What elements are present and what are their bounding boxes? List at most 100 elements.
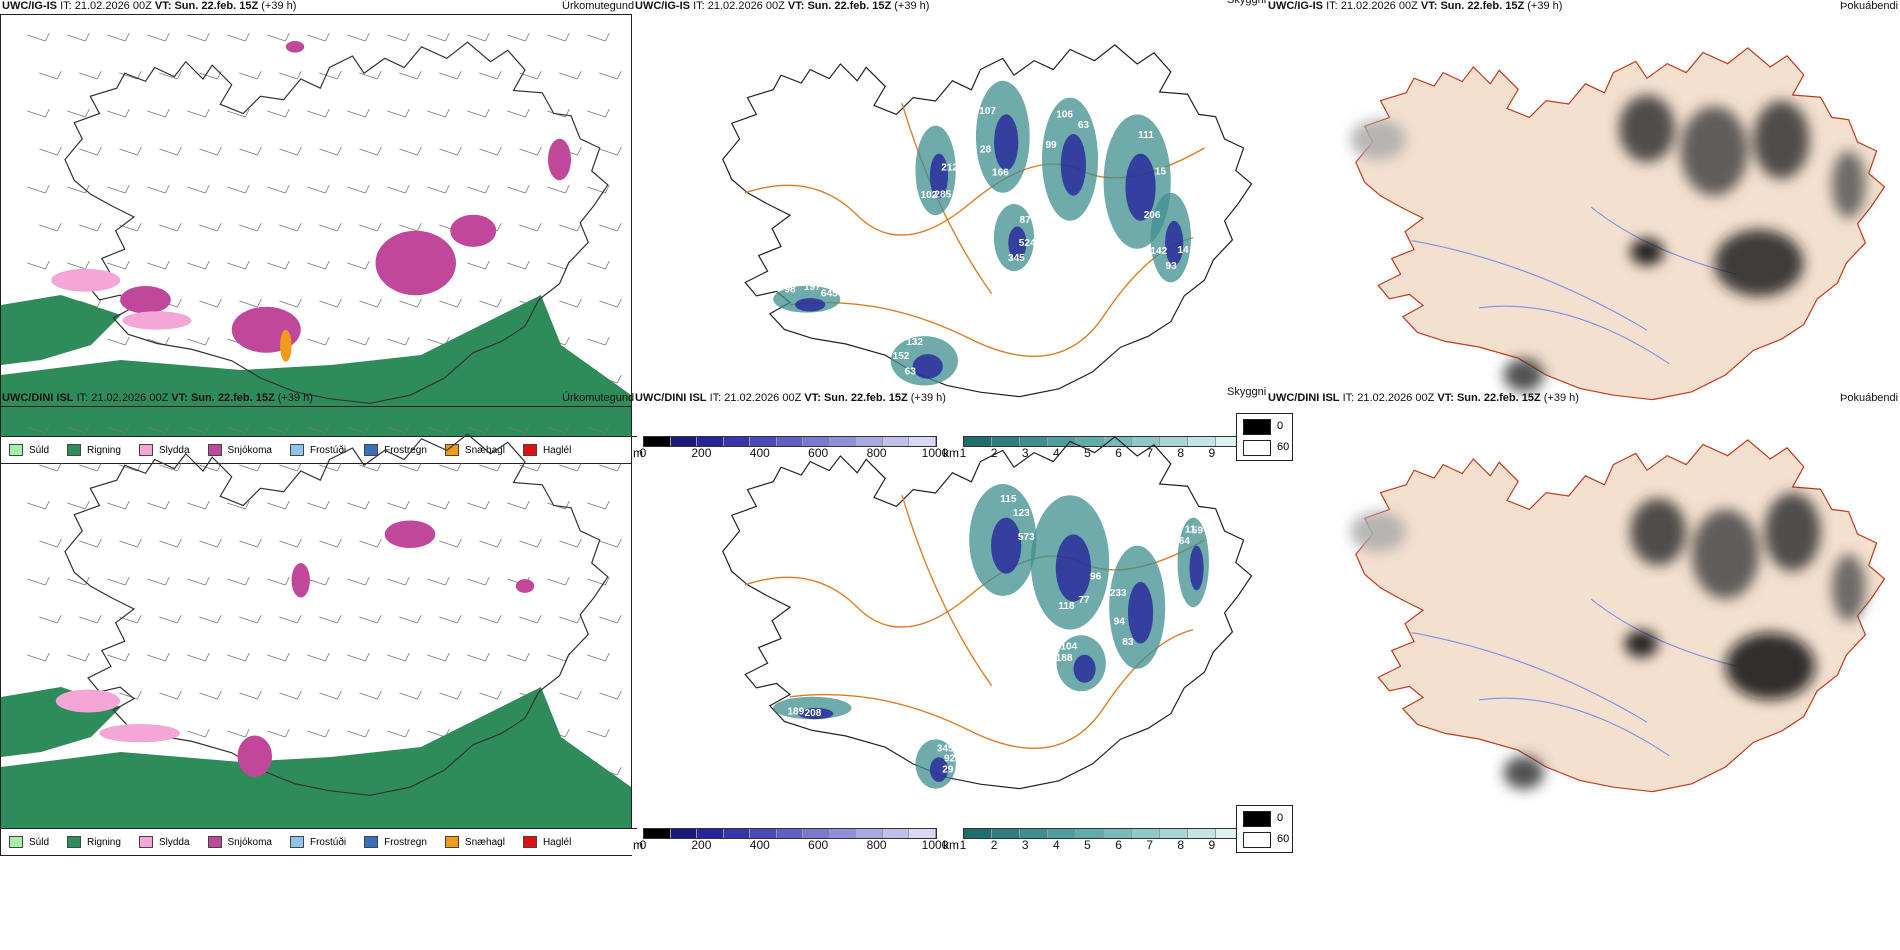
legend-item: Frostregn bbox=[364, 444, 427, 456]
wind-barb bbox=[227, 110, 246, 118]
wind-barb bbox=[387, 654, 406, 662]
panel-title: Þokuábendi bbox=[1840, 392, 1899, 404]
legend-swatch bbox=[67, 836, 82, 848]
wind-barb bbox=[147, 110, 166, 118]
wind-barb bbox=[347, 110, 366, 118]
ice-pellet-area bbox=[280, 329, 292, 362]
wind-barb bbox=[107, 110, 126, 118]
wind-barb bbox=[559, 72, 578, 80]
visibility-map[interactable]: 212 166 99 111 14 63 98 87 285 28 106 15 93 152 197 524… bbox=[633, 14, 1265, 434]
wind-barb bbox=[587, 110, 606, 118]
wind-barb bbox=[267, 186, 286, 194]
cloud-base-value: 188 bbox=[1056, 653, 1073, 664]
forecast-row: UWC/IG-IS IT: 21.02.2026 00Z VT: Sun. 22… bbox=[0, 0, 1900, 470]
fog-density-area bbox=[1350, 119, 1407, 160]
wind-barb bbox=[239, 540, 258, 548]
legend-swatch bbox=[207, 836, 222, 848]
valid-time: VT: Sun. 22.feb. 15Z bbox=[787, 0, 892, 12]
wind-barb bbox=[279, 692, 298, 700]
cloud-base-tick-label: 200 bbox=[691, 838, 712, 852]
forecast-row: UWC/DINI ISL IT: 21.02.2026 00Z VT: Sun.… bbox=[0, 386, 1900, 862]
colorbar-cell bbox=[723, 437, 751, 446]
wind-barb bbox=[307, 654, 326, 662]
snow-area bbox=[548, 138, 571, 181]
snow-area bbox=[515, 579, 535, 593]
wind-barb bbox=[399, 148, 418, 156]
legend-item: Súld bbox=[9, 836, 49, 848]
panel-header: UWC/DINI ISL IT: 21.02.2026 00Z VT: Sun.… bbox=[1268, 392, 1579, 404]
wind-barb bbox=[479, 692, 498, 700]
cloud-base-value: 233 bbox=[1110, 588, 1127, 599]
legend-swatch bbox=[207, 444, 222, 456]
wind-barb bbox=[27, 654, 46, 662]
lead-time: (+39 h) bbox=[894, 0, 930, 12]
fog-density-area bbox=[1503, 755, 1544, 790]
precip-map[interactable]: Súld Rigning Slydda Snjókoma Frostúði Frostre… bbox=[0, 406, 637, 856]
legend-item: Snjókoma bbox=[207, 444, 272, 456]
visibility-colorbar-cells bbox=[963, 436, 1245, 447]
wind-barb bbox=[387, 730, 406, 738]
cloud-base-value: 345 bbox=[1008, 253, 1025, 264]
wind-barb bbox=[587, 502, 606, 510]
fog-map[interactable] bbox=[1266, 14, 1900, 434]
wind-barb bbox=[159, 616, 178, 624]
legend-label: Slydda bbox=[158, 444, 190, 456]
panel-header: UWC/IG-IS IT: 21.02.2026 00Z VT: Sun. 22… bbox=[1268, 0, 1562, 12]
wind-barb bbox=[199, 692, 218, 700]
wind-barb bbox=[107, 186, 126, 194]
colorbar-cell bbox=[670, 437, 698, 446]
wind-barb bbox=[479, 72, 498, 80]
legend-item: Frostúði bbox=[289, 836, 346, 848]
fog-scale-legend: 0 60 bbox=[1236, 413, 1293, 461]
wind-barb bbox=[439, 692, 458, 700]
cloud-base-colorbar: m 0 200 400 600 800 1000 bbox=[633, 436, 948, 462]
wind-barb bbox=[319, 692, 338, 700]
colorbar-cell bbox=[909, 829, 937, 838]
cloud-base-value: 104 bbox=[1060, 641, 1077, 652]
cloud-base-value: 142 bbox=[1150, 246, 1167, 257]
precip-map[interactable]: Súld Rigning Slydda Snjókoma Frostúði Frostre… bbox=[0, 14, 637, 464]
cloud-base-tick-label: 600 bbox=[808, 446, 829, 460]
visibility-tick-label: 2 bbox=[990, 838, 998, 852]
wind-barb bbox=[387, 426, 406, 434]
colorbar-cell bbox=[964, 829, 992, 838]
wind-barb bbox=[27, 502, 46, 510]
cloud-base-value: 107 bbox=[979, 106, 996, 117]
wind-barb bbox=[187, 502, 206, 510]
visibility-map[interactable]: 573 118 233 59 29 189 104 123 77 94 11 92 208 188 115 9… bbox=[633, 406, 1265, 826]
wind-barb bbox=[347, 426, 366, 434]
visibility-tick-label: 8 bbox=[1177, 838, 1185, 852]
wind-barb bbox=[39, 224, 58, 232]
legend-label: Slydda bbox=[158, 836, 190, 848]
wind-barb bbox=[307, 578, 326, 586]
cloud-base-value: 106 bbox=[1056, 110, 1073, 121]
legend-label: Súld bbox=[29, 444, 50, 456]
wind-barb bbox=[467, 426, 486, 434]
legend-label: Frostúði bbox=[309, 444, 347, 456]
wind-barb bbox=[399, 300, 418, 308]
panel-header: UWC/DINI ISL IT: 21.02.2026 00Z VT: Sun.… bbox=[635, 392, 946, 404]
legend-swatch bbox=[364, 836, 379, 848]
wind-barb bbox=[519, 540, 538, 548]
wind-barb bbox=[119, 692, 138, 700]
fog-density-area bbox=[1630, 498, 1687, 566]
init-time-label: IT: bbox=[76, 392, 89, 404]
visibility-tick-label: 9 bbox=[1208, 838, 1216, 852]
sleet-area bbox=[51, 268, 121, 292]
wind-barb bbox=[67, 262, 86, 270]
cloud-base-value: 29 bbox=[942, 765, 954, 776]
colorbar-cell bbox=[670, 829, 698, 838]
visibility-colorbar-cells bbox=[963, 828, 1245, 839]
wind-barb bbox=[67, 426, 86, 434]
fog-map[interactable] bbox=[1266, 406, 1900, 826]
wind-barb bbox=[559, 464, 578, 472]
wind-barb bbox=[79, 224, 98, 232]
cloud-base-value: 285 bbox=[934, 189, 951, 200]
wind-barb bbox=[39, 464, 58, 472]
legend-swatch bbox=[289, 444, 304, 456]
low-cloud-base-area bbox=[1055, 534, 1091, 602]
wind-barb bbox=[467, 262, 486, 270]
legend-item: Súld bbox=[9, 444, 49, 456]
wind-barb bbox=[227, 654, 246, 662]
wind-barb bbox=[439, 300, 458, 308]
